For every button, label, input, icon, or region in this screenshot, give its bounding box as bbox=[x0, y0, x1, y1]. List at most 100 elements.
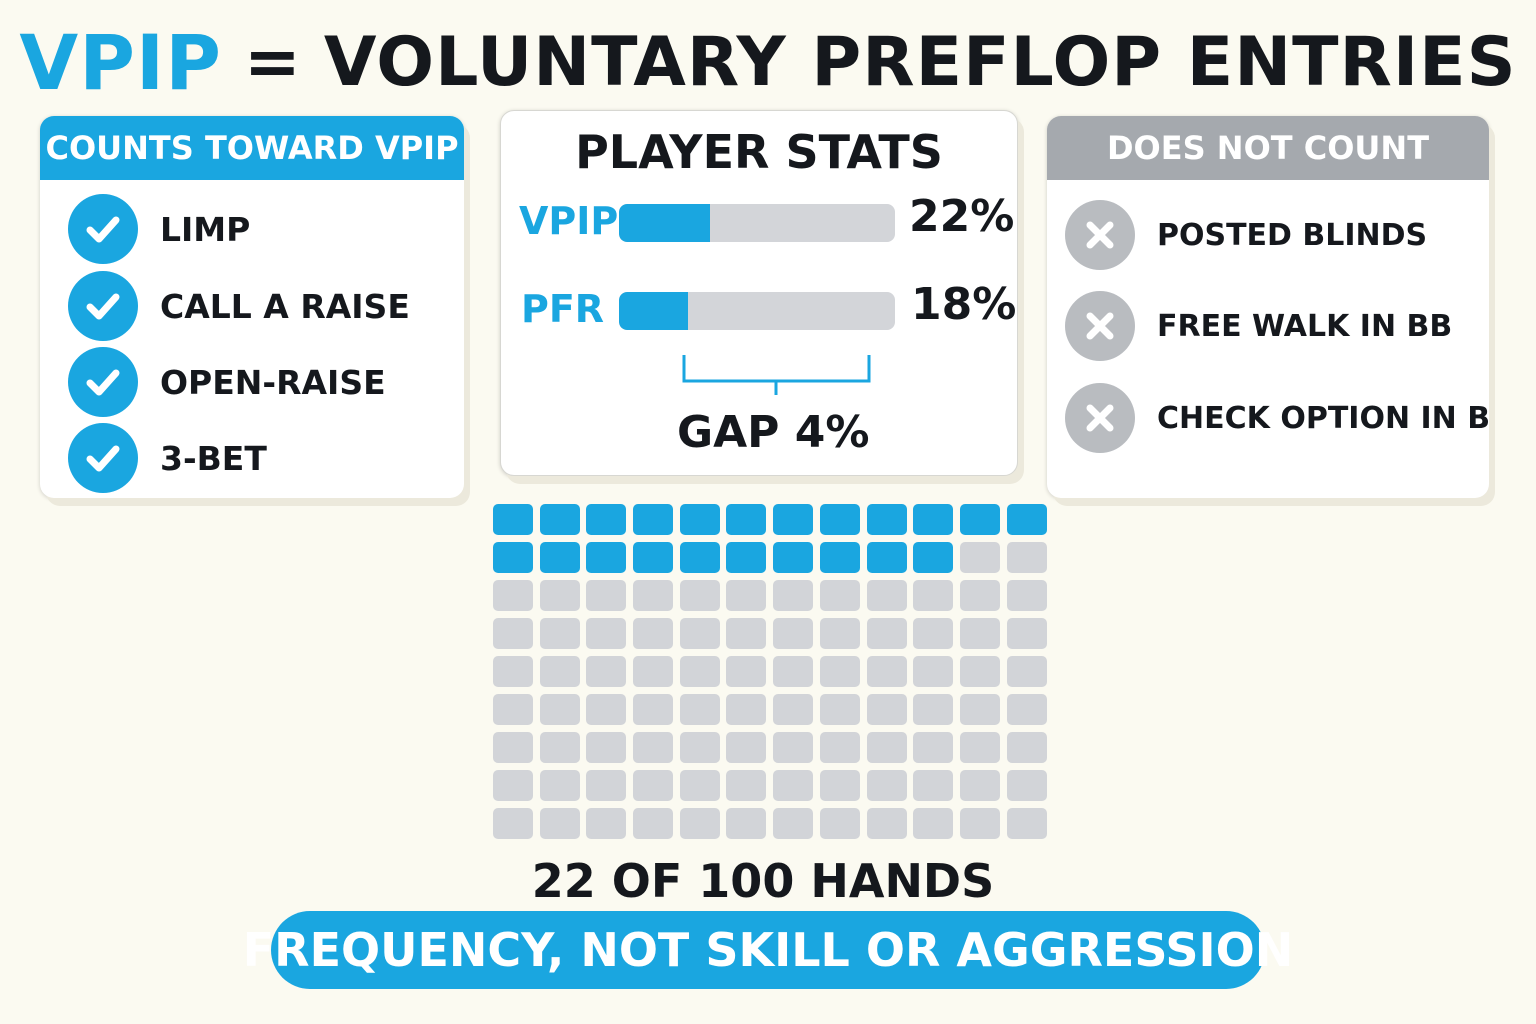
hand-cell bbox=[679, 732, 720, 763]
hand-cell bbox=[679, 580, 720, 611]
hand-cell bbox=[959, 618, 1000, 649]
hand-cell bbox=[866, 770, 907, 801]
hand-cell bbox=[913, 618, 954, 649]
check-icon bbox=[68, 194, 138, 264]
vpip-bar-fill bbox=[619, 204, 711, 242]
hand-cell bbox=[1006, 580, 1047, 611]
hand-cell bbox=[913, 732, 954, 763]
gap-bracket bbox=[682, 355, 871, 395]
count-item: 3-BET bbox=[68, 423, 267, 493]
hand-cell bbox=[726, 656, 767, 687]
hand-cell bbox=[959, 808, 1000, 839]
hand-cell bbox=[819, 808, 860, 839]
hand-cell bbox=[819, 580, 860, 611]
hand-cell bbox=[539, 770, 580, 801]
hand-cell-vpip bbox=[726, 504, 767, 535]
hand-cell bbox=[726, 618, 767, 649]
hand-cell bbox=[1006, 694, 1047, 725]
not-count-item: CHECK OPTION IN BB bbox=[1065, 383, 1489, 453]
hand-cell bbox=[493, 580, 533, 611]
count-item: CALL A RAISE bbox=[68, 271, 410, 341]
hand-cell bbox=[493, 770, 533, 801]
cross-icon bbox=[1065, 383, 1135, 453]
hand-cell bbox=[679, 694, 720, 725]
count-item: LIMP bbox=[68, 194, 250, 264]
hand-cell bbox=[493, 808, 533, 839]
hand-cell-vpip bbox=[913, 504, 954, 535]
hand-cell-vpip bbox=[586, 542, 627, 573]
hand-cell bbox=[913, 656, 954, 687]
hand-cell bbox=[726, 694, 767, 725]
hand-cell bbox=[633, 656, 674, 687]
hand-cell bbox=[726, 732, 767, 763]
hand-cell bbox=[819, 694, 860, 725]
hand-cell bbox=[913, 580, 954, 611]
vpip-value: 22% bbox=[909, 191, 1015, 242]
player-stats-card: PLAYER STATS VPIP 22% PFR 18% GAP 4% bbox=[500, 110, 1018, 476]
hand-cell bbox=[539, 694, 580, 725]
hand-cell bbox=[586, 618, 627, 649]
count-item-label: LIMP bbox=[160, 209, 251, 249]
vpip-stat-label: VPIP bbox=[519, 199, 619, 243]
hand-cell-vpip bbox=[539, 504, 580, 535]
hand-cell-vpip bbox=[679, 504, 720, 535]
gap-label: GAP 4% bbox=[677, 407, 870, 458]
hand-cell bbox=[586, 732, 627, 763]
hand-cell bbox=[493, 618, 533, 649]
hand-cell bbox=[633, 732, 674, 763]
hand-cell bbox=[633, 770, 674, 801]
hand-cell bbox=[959, 732, 1000, 763]
hand-cell bbox=[586, 808, 627, 839]
hand-cell bbox=[1006, 732, 1047, 763]
hand-cell bbox=[493, 694, 533, 725]
hand-cell-vpip bbox=[866, 504, 907, 535]
hand-cell bbox=[1006, 770, 1047, 801]
check-icon bbox=[68, 347, 138, 417]
hand-cell bbox=[726, 808, 767, 839]
hand-cell bbox=[1006, 808, 1047, 839]
hand-cell bbox=[1006, 542, 1047, 573]
count-item-label: CALL A RAISE bbox=[160, 286, 410, 326]
cross-icon bbox=[1065, 291, 1135, 361]
hand-cell bbox=[773, 580, 814, 611]
hand-cell bbox=[679, 656, 720, 687]
counts-card: COUNTS TOWARD VPIP LIMP CALL A RAISE OPE… bbox=[40, 116, 464, 498]
check-icon bbox=[68, 423, 138, 493]
hand-cell bbox=[586, 656, 627, 687]
hand-cell bbox=[866, 618, 907, 649]
hand-cell bbox=[633, 694, 674, 725]
hands-label: 22 OF 100 HANDS bbox=[531, 854, 995, 908]
hand-cell-vpip bbox=[819, 542, 860, 573]
page-title: VPIP = VOLUNTARY PREFLOP ENTRIES bbox=[0, 18, 1536, 107]
hand-cell bbox=[959, 580, 1000, 611]
hand-cell bbox=[633, 808, 674, 839]
pfr-stat-label: PFR bbox=[521, 287, 605, 331]
hand-cell bbox=[959, 656, 1000, 687]
hand-cell bbox=[493, 732, 533, 763]
hand-cell bbox=[726, 770, 767, 801]
hand-cell-vpip bbox=[866, 542, 907, 573]
hand-cell bbox=[539, 808, 580, 839]
not-count-item: POSTED BLINDS bbox=[1065, 200, 1427, 270]
hand-cell bbox=[539, 580, 580, 611]
not-count-item: FREE WALK IN BB bbox=[1065, 291, 1452, 361]
hand-cell bbox=[773, 808, 814, 839]
hand-cell bbox=[773, 694, 814, 725]
hand-cell-vpip bbox=[679, 542, 720, 573]
pfr-bar-fill bbox=[619, 292, 688, 330]
hand-cell-vpip bbox=[493, 504, 533, 535]
hand-cell bbox=[819, 732, 860, 763]
hand-cell bbox=[866, 808, 907, 839]
stats-header: PLAYER STATS bbox=[575, 125, 943, 179]
hand-cell-vpip bbox=[913, 542, 954, 573]
hand-cell bbox=[633, 618, 674, 649]
hand-cell bbox=[679, 618, 720, 649]
hand-cell-vpip bbox=[493, 542, 533, 573]
hand-cell bbox=[913, 808, 954, 839]
hand-cell bbox=[633, 580, 674, 611]
hand-cell-vpip bbox=[726, 542, 767, 573]
hand-cell bbox=[913, 770, 954, 801]
hand-cell bbox=[959, 542, 1000, 573]
counts-header: COUNTS TOWARD VPIP bbox=[40, 116, 464, 180]
hand-cell bbox=[819, 770, 860, 801]
